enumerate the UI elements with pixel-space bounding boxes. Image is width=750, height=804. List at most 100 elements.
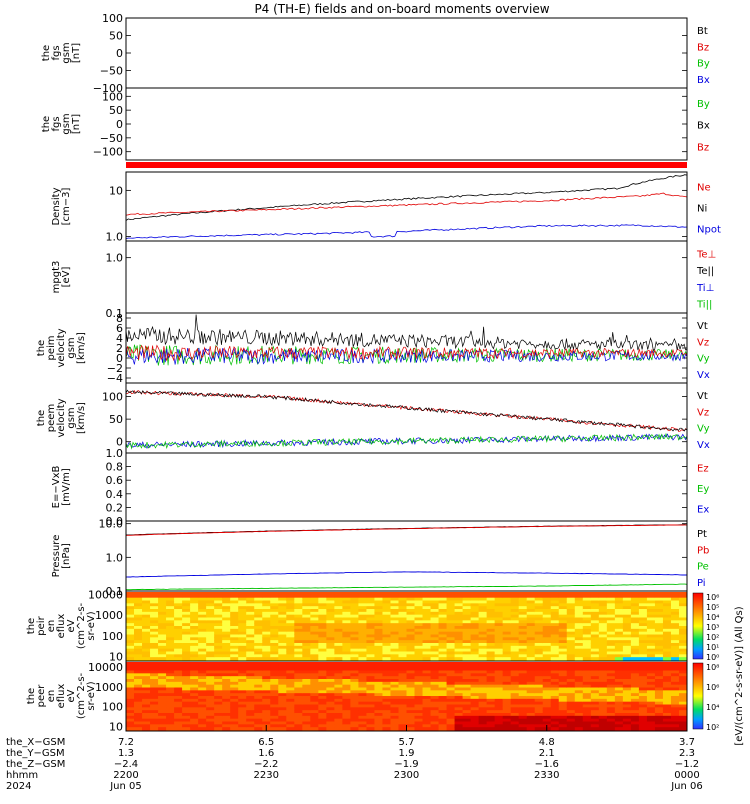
spectrogram-cell <box>366 628 375 633</box>
spectrogram-cell <box>478 634 488 638</box>
spectrogram-cell <box>126 620 135 624</box>
spectrogram-cell <box>206 721 215 725</box>
spectrogram-cell <box>334 698 343 703</box>
spectrogram-cell <box>566 631 576 635</box>
spectrogram-cell <box>222 634 231 638</box>
spectrogram-cell <box>366 640 375 644</box>
spectrogram-cell <box>246 643 255 647</box>
spectrogram-cell <box>214 701 223 705</box>
spectrogram-cell <box>302 724 311 728</box>
spectrogram-cell <box>566 617 576 621</box>
spectrogram-cell <box>206 713 215 717</box>
spectrogram-cell <box>582 654 592 658</box>
spectrogram-cell <box>446 626 456 630</box>
spectrogram-cell <box>358 600 367 604</box>
spectrogram-cell <box>246 648 255 652</box>
spectrogram-cell <box>470 609 480 613</box>
spectrogram-cell <box>518 724 528 728</box>
spectrogram-cell <box>566 718 576 722</box>
spectrogram-cell <box>478 631 488 635</box>
spectrogram-cell <box>494 684 504 688</box>
spectrogram-cell <box>662 643 672 647</box>
spectrogram-cell <box>230 592 239 596</box>
spectrogram-cell <box>582 626 592 630</box>
spectrogram-cell <box>126 676 135 680</box>
spectrogram-cell <box>134 718 143 722</box>
spectrogram-cell <box>438 609 448 613</box>
spectrogram-cell <box>662 594 672 599</box>
spectrogram-cell <box>126 715 135 720</box>
spectrogram-cell <box>190 657 199 661</box>
spectrogram-cell <box>446 696 456 700</box>
spectrogram-cell <box>254 606 263 610</box>
spectrogram-cell <box>366 620 375 624</box>
spectrogram-cell <box>158 727 167 731</box>
spectrogram-cell <box>486 670 496 674</box>
spectrogram-cell <box>286 640 295 644</box>
spectrogram-cell <box>574 628 584 633</box>
spectrogram-cell <box>278 611 287 616</box>
spectrogram-cell <box>510 631 520 635</box>
spectrogram-cell <box>230 654 239 658</box>
spectrogram-cell <box>670 614 680 618</box>
spectrogram-cell <box>326 614 335 618</box>
spectrogram-cell <box>126 684 135 688</box>
spectrogram-cell <box>606 634 616 638</box>
spectrogram-cell <box>262 670 271 674</box>
spectrogram-cell <box>174 637 183 641</box>
spectrogram-cell <box>342 609 351 613</box>
spectrogram-cell <box>382 654 391 658</box>
spectrogram-cell <box>670 645 680 650</box>
panel-temp-ylabel-line: mpgt3 <box>51 261 62 294</box>
spectrogram-cell <box>190 637 199 641</box>
spectrogram-cell <box>262 704 271 708</box>
spectrogram-cell <box>470 597 480 601</box>
spectrogram-cell <box>254 603 263 607</box>
spectrogram-cell <box>678 673 688 677</box>
spectrogram-cell <box>598 676 608 680</box>
spectrogram-cell <box>654 704 664 708</box>
spectrogram-cell <box>550 724 560 728</box>
spectrogram-cell <box>262 664 271 669</box>
spectrogram-cell <box>654 690 664 694</box>
spectrogram-cell <box>446 718 456 722</box>
spectrogram-cell <box>622 681 632 686</box>
spectrogram-cell <box>158 626 167 630</box>
spectrogram-cell <box>382 664 391 669</box>
spectrogram-cell <box>238 626 247 630</box>
spectrogram-cell <box>430 594 440 599</box>
spectrogram-cell <box>310 657 319 661</box>
spectrogram-cell <box>270 637 279 641</box>
spectrogram-cell <box>614 594 624 599</box>
spectrogram-cell <box>574 698 584 703</box>
spectrogram-cell <box>630 724 640 728</box>
spectrogram-cell <box>558 594 568 599</box>
spectrogram-cell <box>542 670 552 674</box>
spectrogram-cell <box>238 721 247 725</box>
spectrogram-cell <box>414 626 424 630</box>
spectrogram-cell <box>646 690 656 694</box>
spectrogram-cell <box>518 681 528 686</box>
spectrogram-cell <box>558 684 568 688</box>
spectrogram-cell <box>550 676 560 680</box>
spectrogram-cell <box>582 687 592 691</box>
spectrogram-cell <box>438 667 448 671</box>
spectrogram-cell <box>550 679 560 683</box>
spectrogram-cell <box>502 614 512 618</box>
spectrogram-cell <box>222 721 231 725</box>
spectrogram-cell <box>582 701 592 705</box>
spectrogram-cell <box>358 594 367 599</box>
panel-temp-legend-item: Te⊥ <box>696 249 716 260</box>
panel-ion_spec-ylabel-line: sr-eV) <box>86 611 97 640</box>
spectrogram-cell <box>558 645 568 650</box>
spectrogram-cell <box>462 606 472 610</box>
spectrogram-cell <box>614 645 624 650</box>
spectrogram-cell <box>678 727 688 731</box>
spectrogram-cell <box>502 640 512 644</box>
spectrogram-cell <box>582 713 592 717</box>
spectrogram-cell <box>422 609 432 613</box>
spectrogram-cell <box>158 713 167 717</box>
spectrogram-cell <box>262 611 271 616</box>
spectrogram-cell <box>558 651 568 655</box>
spectrogram-cell <box>366 713 375 717</box>
